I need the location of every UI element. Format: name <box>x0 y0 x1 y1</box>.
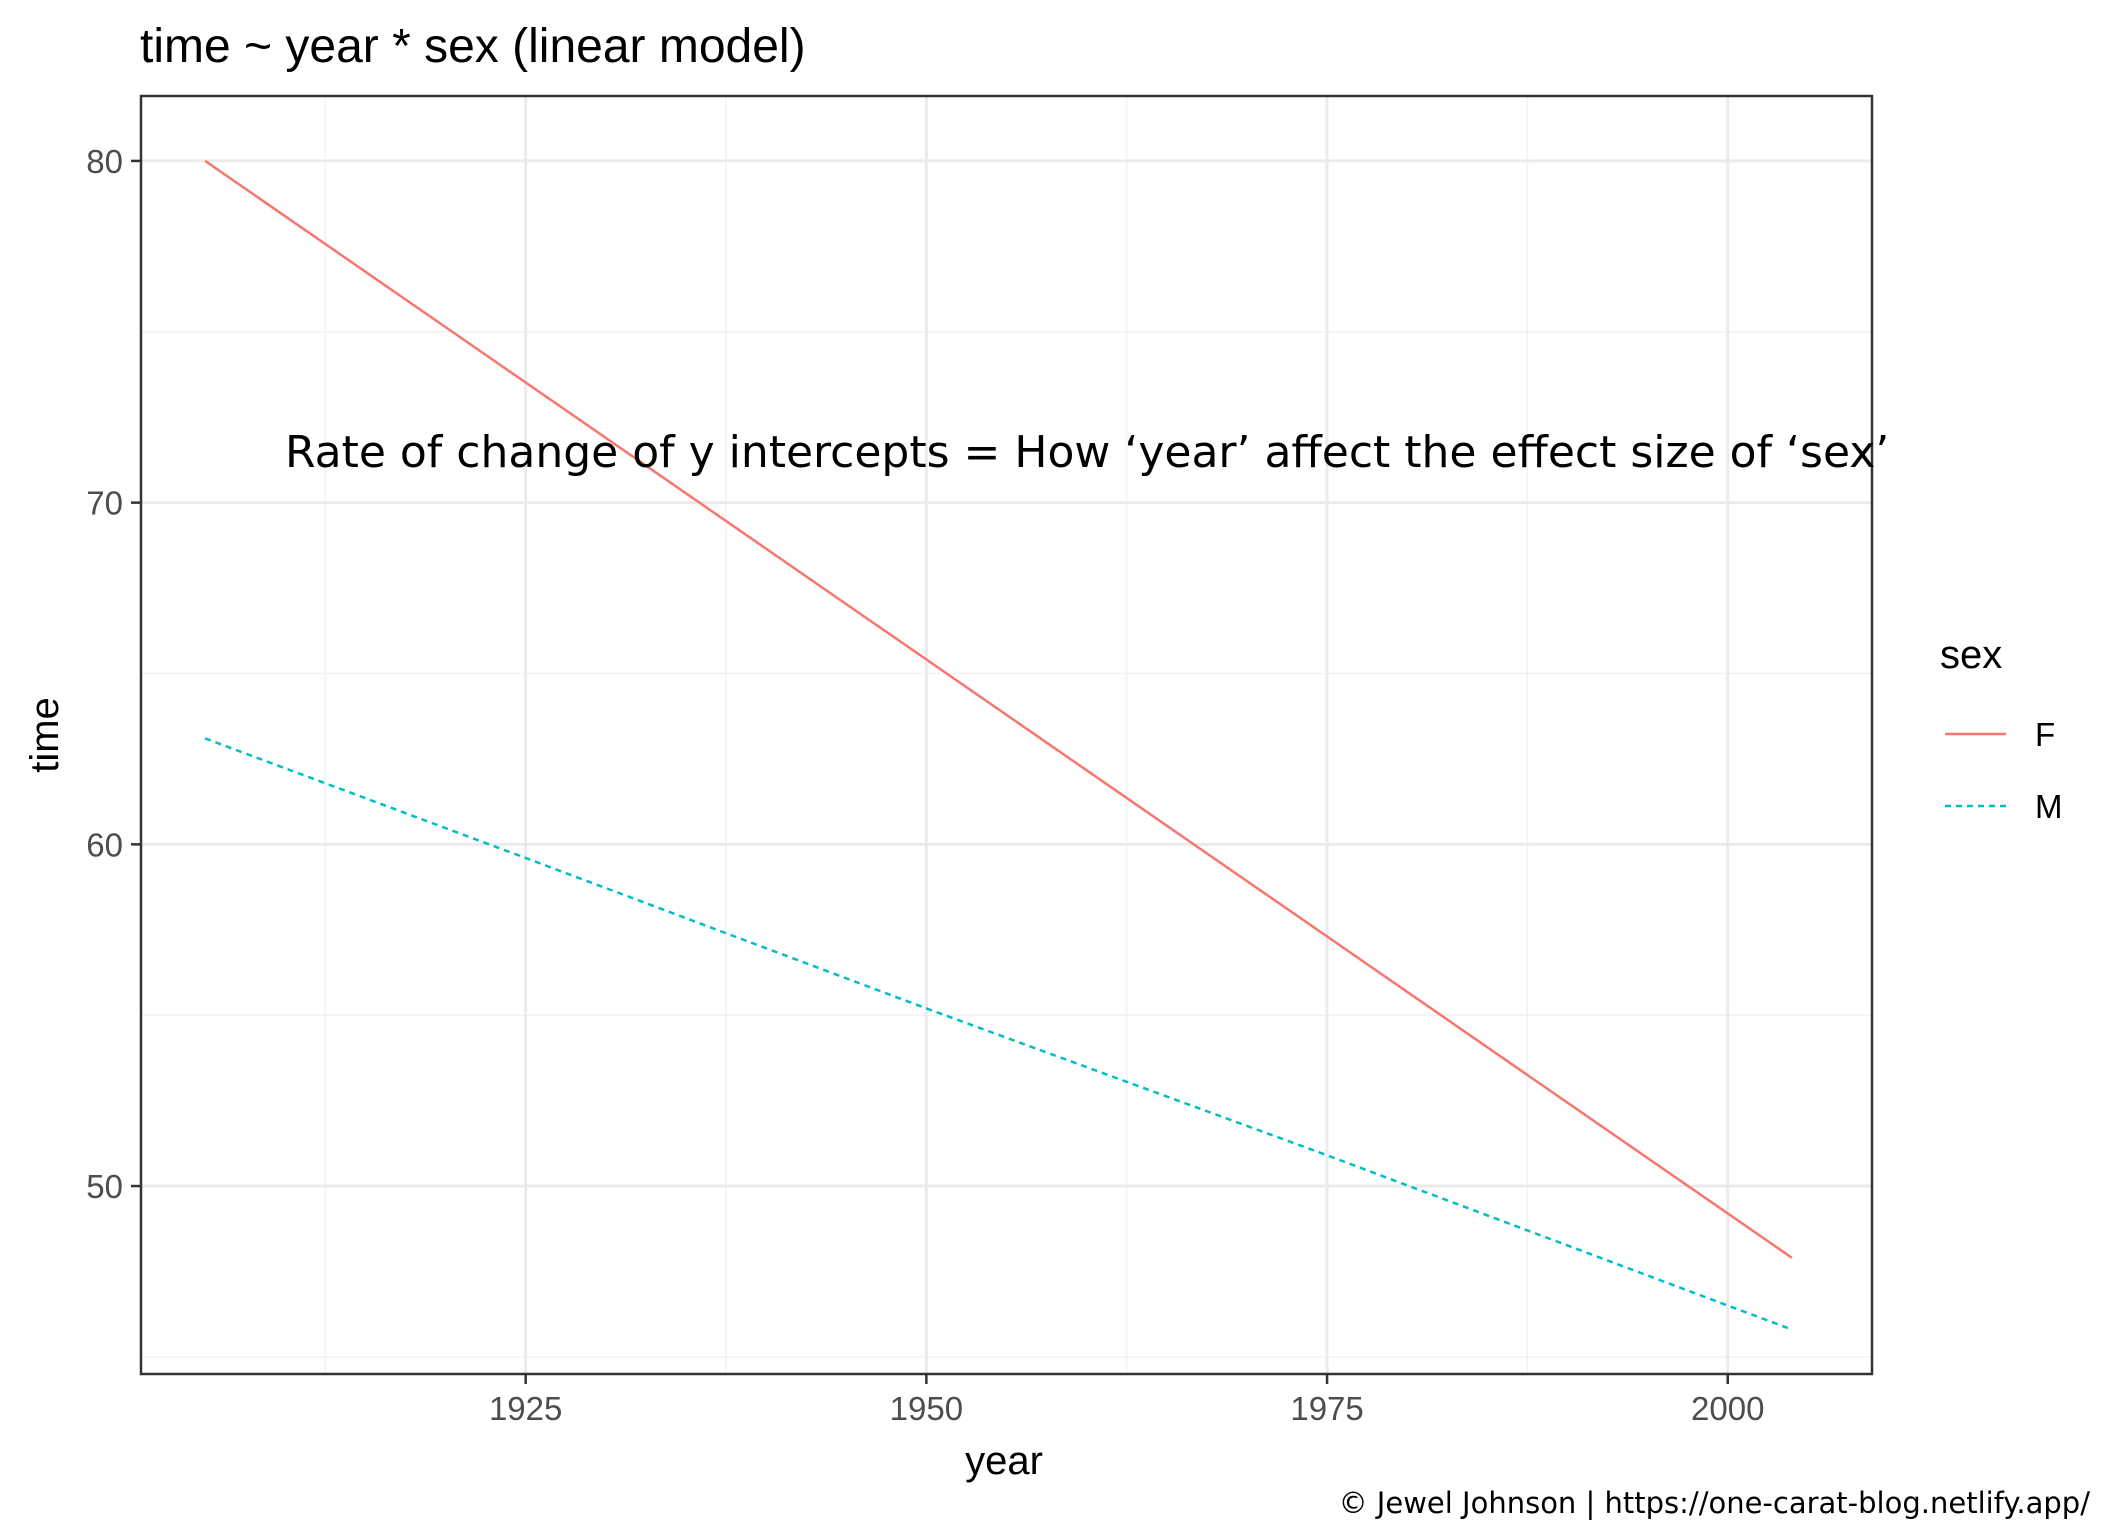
y-axis-title: time <box>23 697 67 773</box>
legend-label-f: F <box>2035 716 2055 753</box>
series-line-m <box>204 737 1793 1331</box>
y-tick-label: 70 <box>86 485 123 522</box>
series-line-f <box>204 159 1793 1259</box>
chart-annotation: Rate of change of y intercepts = How ‘ye… <box>285 427 1889 478</box>
grid <box>141 96 1872 1374</box>
plot-panel-border <box>139 94 1874 1376</box>
chart-title: time ~ year * sex (linear model) <box>140 20 806 73</box>
y-axis: 50 60 70 80 <box>86 143 141 1205</box>
legend: sex F M <box>1940 633 2063 825</box>
x-axis: 1925 1950 1975 2000 <box>489 1374 1764 1427</box>
credit-text: © Jewel Johnson | https://one-carat-blog… <box>1339 1486 2091 1520</box>
x-axis-title: year <box>965 1439 1043 1483</box>
x-tick-label: 1925 <box>489 1390 562 1427</box>
y-tick-label: 60 <box>86 826 123 863</box>
y-tick-label: 80 <box>86 143 123 180</box>
x-tick-label: 1975 <box>1290 1390 1363 1427</box>
series-layer <box>204 159 1793 1331</box>
x-tick-label: 2000 <box>1691 1390 1764 1427</box>
legend-title: sex <box>1940 633 2002 677</box>
legend-label-m: M <box>2035 788 2063 825</box>
x-tick-label: 1950 <box>890 1390 963 1427</box>
y-tick-label: 50 <box>86 1168 123 1205</box>
